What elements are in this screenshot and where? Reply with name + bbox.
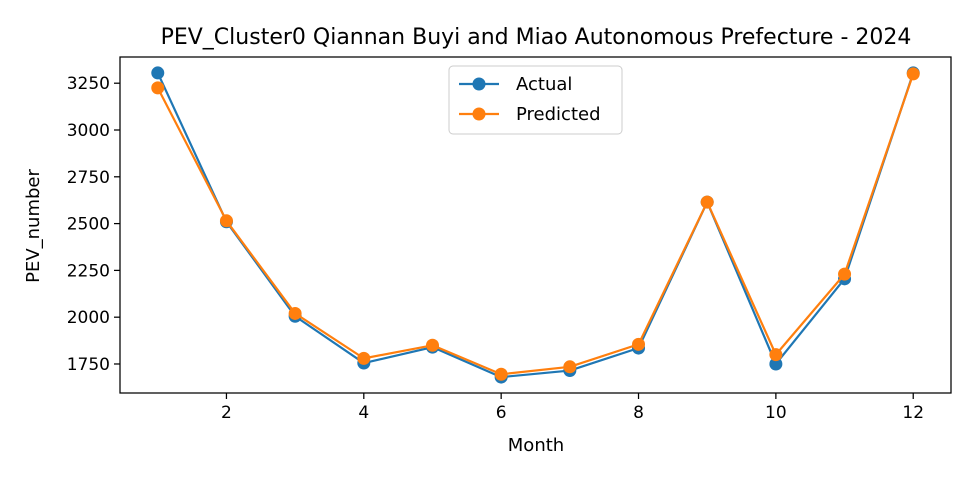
x-tick-label: 6 bbox=[496, 403, 507, 423]
x-axis-label: Month bbox=[508, 435, 564, 456]
y-tick-label: 2750 bbox=[67, 168, 110, 188]
data-point-predicted bbox=[563, 360, 577, 374]
data-point-predicted bbox=[838, 267, 852, 281]
plot-area: 2 4 6 8 10 12 1750 2000 2250 2500 2750 3000 3250 bbox=[67, 56, 952, 423]
data-point-predicted bbox=[151, 81, 165, 95]
data-point-predicted bbox=[906, 67, 920, 81]
data-point-actual bbox=[769, 357, 783, 371]
legend-marker-predicted bbox=[472, 107, 486, 121]
y-tick-label: 2250 bbox=[67, 261, 110, 281]
y-tick-label: 3000 bbox=[67, 121, 110, 141]
data-point-predicted bbox=[700, 195, 714, 209]
chart-title: PEV_Cluster0 Qiannan Buyi and Miao Auton… bbox=[161, 25, 912, 50]
data-point-predicted bbox=[494, 367, 508, 381]
data-point-predicted bbox=[769, 348, 783, 362]
series-line-actual bbox=[156, 72, 915, 379]
plot-frame bbox=[119, 56, 952, 394]
data-point-predicted bbox=[219, 214, 233, 228]
data-point-predicted bbox=[632, 337, 646, 351]
x-tick-label: 8 bbox=[633, 403, 644, 423]
data-point-actual bbox=[151, 66, 165, 80]
legend-label-predicted: Predicted bbox=[516, 104, 601, 125]
data-point-predicted bbox=[357, 351, 371, 365]
x-tick-label: 2 bbox=[221, 403, 232, 423]
y-tick-label: 2500 bbox=[67, 215, 110, 235]
data-point-predicted bbox=[425, 338, 439, 352]
series-line-predicted bbox=[156, 73, 915, 376]
y-axis-label: PEV_number bbox=[23, 169, 44, 283]
series-predicted bbox=[151, 67, 920, 381]
legend: Actual Predicted bbox=[448, 65, 623, 135]
data-point-predicted bbox=[288, 306, 302, 320]
x-tick-label: 10 bbox=[765, 403, 787, 423]
x-tick-label: 12 bbox=[902, 403, 924, 423]
y-tick-label: 1750 bbox=[67, 355, 110, 375]
x-tick-label: 4 bbox=[358, 403, 369, 423]
legend-marker-actual bbox=[472, 77, 486, 91]
legend-label-actual: Actual bbox=[516, 74, 572, 95]
y-tick-label: 3250 bbox=[67, 74, 110, 94]
y-tick-label: 2000 bbox=[67, 308, 110, 328]
